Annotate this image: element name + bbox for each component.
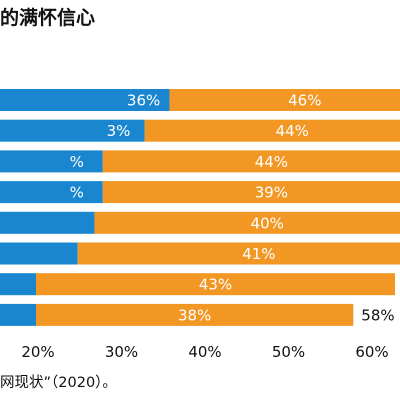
chart-title: 的满怀信心 bbox=[0, 7, 96, 29]
bar-segment bbox=[0, 150, 103, 173]
segment-label: % bbox=[70, 153, 84, 171]
segment-label: 39% bbox=[255, 184, 288, 202]
x-tick-label: 50% bbox=[272, 343, 305, 361]
bar-segment bbox=[36, 303, 354, 326]
bar-segment bbox=[94, 211, 400, 234]
bar-segment bbox=[36, 273, 396, 296]
bar-segment bbox=[0, 181, 103, 204]
bar-segment bbox=[0, 242, 78, 265]
segment-label: 40% bbox=[251, 214, 284, 232]
bar-segment bbox=[102, 150, 400, 173]
segment-label: 38% bbox=[178, 306, 211, 324]
segment-label: 43% bbox=[199, 276, 232, 294]
segment-label: 41% bbox=[242, 245, 275, 263]
bar-segment bbox=[144, 119, 400, 142]
x-axis-ticks: 20% 30% 40% 50% 60% bbox=[21, 343, 388, 361]
bar-segment bbox=[77, 242, 400, 265]
bar-segment bbox=[0, 273, 36, 296]
segment-label: % bbox=[70, 184, 84, 202]
x-tick-label: 60% bbox=[355, 343, 388, 361]
bar-segment bbox=[0, 303, 36, 326]
labels-layer: 36% 46% 3% 44%% 44%% 39% 40% 41% 43% 38% 58% bbox=[70, 92, 395, 325]
bar-segment bbox=[102, 181, 400, 204]
segment-label: 46% bbox=[288, 92, 321, 110]
bar-segment bbox=[0, 211, 95, 234]
total-label: 58% bbox=[361, 306, 394, 324]
bars-layer bbox=[0, 89, 400, 326]
bar-segment bbox=[0, 89, 170, 111]
bar-segment bbox=[169, 89, 400, 111]
x-tick-label: 20% bbox=[21, 343, 54, 361]
source-note: 网现状”（2020）。 bbox=[0, 375, 117, 391]
segment-label: 44% bbox=[276, 122, 309, 140]
segment-label: 44% bbox=[255, 153, 288, 171]
segment-label: 3% bbox=[107, 122, 131, 140]
x-tick-label: 40% bbox=[188, 343, 221, 361]
bar-segment bbox=[0, 119, 145, 142]
x-tick-label: 30% bbox=[105, 343, 138, 361]
segment-label: 36% bbox=[127, 92, 160, 110]
